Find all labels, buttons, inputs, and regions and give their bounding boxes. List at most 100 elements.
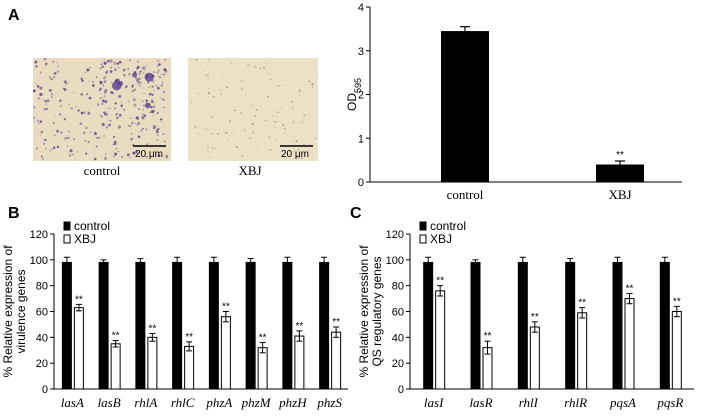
stain-speck — [56, 70, 60, 73]
stain-speck — [53, 76, 56, 78]
stain-speck — [130, 133, 133, 135]
stain-speck — [214, 148, 216, 150]
stain-speck — [43, 108, 46, 111]
stain-speck — [99, 67, 102, 70]
stain-speck — [314, 137, 317, 140]
stain-speck — [205, 74, 208, 77]
stain-speck — [79, 122, 83, 126]
stain-speck — [259, 67, 261, 69]
stain-speck — [54, 134, 56, 136]
stain-speck — [270, 91, 272, 93]
stain-speck — [91, 84, 95, 87]
stain-speck — [48, 88, 52, 92]
stain-speck — [34, 82, 37, 85]
stain-speck — [104, 153, 107, 156]
stain-speck — [49, 77, 51, 79]
stain-speck — [104, 157, 107, 160]
stain-speck — [70, 107, 73, 109]
stain-speck — [67, 130, 70, 133]
stain-speck — [190, 102, 193, 104]
stain-speck — [145, 143, 149, 146]
stain-speck — [212, 147, 214, 150]
legend-label-control: control — [74, 219, 110, 233]
stain-speck — [255, 108, 258, 111]
stain-speck — [114, 152, 118, 156]
stain-speck — [224, 132, 227, 134]
x-tick-label: pqsR — [656, 395, 683, 410]
stain-speck — [293, 150, 295, 152]
y-tick-label: 100 — [30, 255, 48, 267]
stain-speck — [69, 149, 73, 153]
stain-speck — [73, 138, 76, 141]
stain-speck — [161, 73, 163, 75]
y-axis-title: OD595 — [345, 78, 363, 111]
stain-speck — [200, 98, 202, 99]
y-tick-label: 20 — [392, 358, 404, 370]
x-tick-label: pqsA — [609, 395, 636, 410]
stain-speck — [112, 144, 114, 146]
stain-speck — [210, 132, 213, 135]
stain-speck — [275, 139, 277, 141]
stain-speck — [283, 132, 285, 134]
bar-xbj-phzs — [331, 331, 342, 390]
stain-speck — [208, 87, 210, 89]
stain-speck — [163, 68, 167, 72]
stain-speck — [52, 73, 55, 75]
legend-label-control: control — [430, 219, 466, 233]
stain-speck — [113, 155, 115, 158]
significance-label: ** — [222, 302, 230, 313]
stain-speck — [208, 92, 211, 95]
stain-speck — [157, 69, 160, 73]
stain-speck — [160, 83, 164, 87]
stain-speck — [136, 66, 140, 69]
stain-speck — [158, 63, 161, 66]
stain-speck — [138, 84, 141, 87]
stain-speck — [286, 84, 288, 85]
stain-speck — [99, 82, 103, 85]
stain-speck — [151, 100, 155, 104]
stain-speck — [45, 107, 48, 111]
x-tick-label: rhlR — [564, 395, 587, 410]
stain-speck — [103, 95, 106, 97]
stain-speck — [303, 113, 306, 116]
stain-speck — [34, 64, 38, 68]
micrograph-xbj-image — [188, 58, 318, 161]
stain-speck — [137, 121, 141, 125]
stain-speck — [99, 97, 102, 100]
stain-speck — [94, 131, 96, 134]
y-tick-label: 1 — [358, 133, 364, 145]
stain-speck — [136, 78, 139, 82]
stain-speck — [157, 59, 160, 63]
stain-speck — [100, 115, 103, 118]
stain-speck — [227, 139, 229, 141]
stain-speck — [136, 80, 140, 84]
stain-speck — [207, 63, 209, 65]
stain-speck — [56, 145, 60, 149]
x-tick-label: lasB — [98, 395, 121, 410]
stain-speck — [114, 102, 117, 105]
stain-speck — [137, 77, 141, 81]
stain-speck — [75, 106, 77, 108]
y-axis-title-line: QS regulatory genes — [370, 256, 384, 366]
stain-speck — [161, 81, 164, 84]
stain-speck — [153, 89, 155, 91]
stain-speck — [293, 135, 295, 138]
stain-speck — [162, 133, 165, 136]
stain-speck — [153, 71, 155, 73]
stain-speck — [44, 65, 47, 67]
bar-xbj-phzh — [294, 335, 305, 390]
stain-speck — [138, 132, 140, 133]
stain-speck — [195, 59, 198, 61]
stain-speck — [35, 147, 39, 150]
stain-speck — [244, 93, 247, 95]
y-axis-title-line: % Relative expression of — [1, 245, 15, 378]
stain-speck — [51, 148, 54, 151]
stain-speck — [297, 149, 300, 151]
stain-speck — [101, 99, 105, 103]
stain-speck — [92, 80, 94, 83]
stain-speck — [69, 154, 72, 157]
stain-speck — [85, 152, 88, 155]
scale-label-xbj: 20 μm — [281, 149, 309, 160]
stain-speck — [143, 72, 145, 74]
